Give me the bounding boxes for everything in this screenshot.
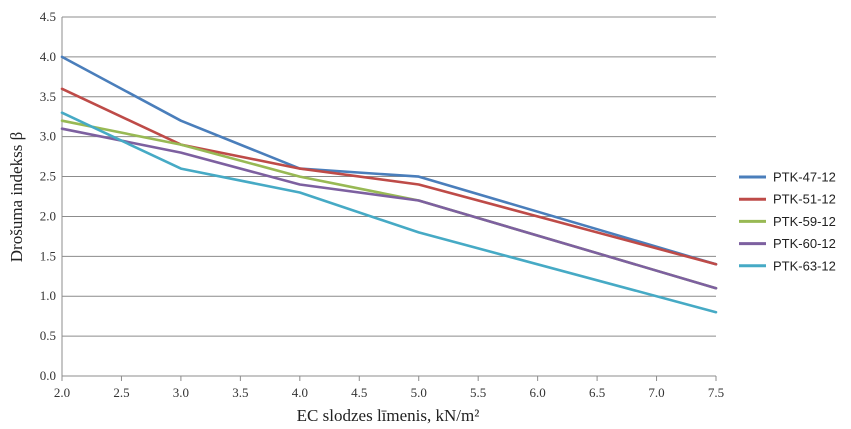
- gridlines: [62, 16, 716, 337]
- y-tick-label: 1.5: [40, 248, 56, 263]
- tick-labels: 0.0 0.5 1.0 1.5 2.0 2.5 3.0 3.5 4.0 4.5 2.0 2.5 3.0 3…: [40, 9, 724, 400]
- axes: [61, 17, 717, 381]
- y-tick-label: 3.0: [40, 129, 56, 144]
- legend: PTK-47-12 PTK-51-12 PTK-59-12 PTK-60-12 PTK-…: [739, 170, 836, 273]
- x-tick-label: 3.5: [232, 385, 248, 400]
- series-line-ptk-51-12: [60, 87, 718, 266]
- series-line-ptk-60-12: [60, 127, 718, 290]
- legend-label: PTK-60-12: [773, 236, 836, 251]
- series-line-ptk-59-12: [60, 119, 718, 290]
- y-tick-label: 3.5: [40, 89, 56, 104]
- y-tick-label: 2.0: [40, 208, 56, 223]
- y-tick-label: 1.0: [40, 288, 56, 303]
- x-tick-label: 4.0: [292, 385, 308, 400]
- x-tick-label: 7.0: [648, 385, 664, 400]
- y-tick-label: 0.0: [40, 368, 56, 383]
- x-tick-label: 7.5: [708, 385, 724, 400]
- y-tick-label: 0.5: [40, 328, 56, 343]
- x-tick-label: 6.0: [530, 385, 546, 400]
- y-tick-label: 4.0: [40, 49, 56, 64]
- series-layer: [60, 55, 718, 314]
- y-axis-title: Drošuma indekss β: [7, 132, 26, 262]
- legend-label: PTK-59-12: [773, 214, 836, 229]
- x-tick-label: 6.5: [589, 385, 605, 400]
- x-tick-label: 5.5: [470, 385, 486, 400]
- y-tick-label: 4.5: [40, 9, 56, 24]
- x-tick-label: 2.0: [54, 385, 70, 400]
- legend-label: PTK-63-12: [773, 258, 836, 273]
- x-tick-label: 5.0: [411, 385, 427, 400]
- x-tick-label: 2.5: [113, 385, 129, 400]
- x-tick-label: 4.5: [351, 385, 367, 400]
- x-tick-label: 3.0: [173, 385, 189, 400]
- legend-label: PTK-47-12: [773, 170, 836, 185]
- y-tick-label: 2.5: [40, 169, 56, 184]
- series-line-ptk-63-12: [60, 111, 718, 314]
- series-line-ptk-47-12: [60, 55, 718, 266]
- legend-label: PTK-51-12: [773, 192, 836, 207]
- x-axis-title: EC slodzes līmenis, kN/m²: [297, 406, 480, 425]
